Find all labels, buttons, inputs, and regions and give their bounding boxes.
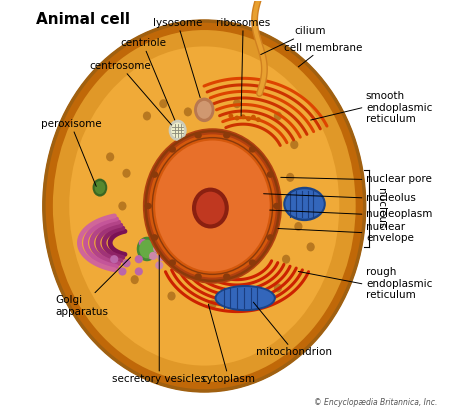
Text: secretory vesicles: secretory vesicles	[112, 255, 206, 384]
Ellipse shape	[95, 181, 105, 194]
Ellipse shape	[151, 171, 158, 178]
Ellipse shape	[235, 115, 239, 120]
Ellipse shape	[53, 30, 356, 382]
Text: nuclear pore: nuclear pore	[366, 174, 432, 185]
Ellipse shape	[169, 260, 176, 266]
Text: © Encyclopædia Britannica, Inc.: © Encyclopædia Britannica, Inc.	[314, 398, 438, 407]
Text: centriole: centriole	[120, 38, 175, 120]
Ellipse shape	[217, 287, 274, 309]
Ellipse shape	[139, 239, 155, 258]
Ellipse shape	[267, 234, 274, 241]
Text: cilium: cilium	[261, 26, 326, 54]
Text: cytoplasm: cytoplasm	[202, 304, 256, 384]
Text: ribosomes: ribosomes	[216, 18, 270, 116]
Ellipse shape	[169, 119, 187, 141]
Text: nucleus: nucleus	[376, 188, 386, 229]
Ellipse shape	[137, 236, 157, 261]
Ellipse shape	[197, 101, 211, 119]
Ellipse shape	[307, 242, 315, 251]
Ellipse shape	[167, 292, 175, 300]
Ellipse shape	[143, 128, 282, 284]
Ellipse shape	[273, 203, 281, 209]
Ellipse shape	[171, 122, 184, 138]
Text: Animal cell: Animal cell	[36, 12, 130, 27]
Ellipse shape	[69, 47, 339, 365]
Ellipse shape	[43, 20, 366, 392]
Text: cell membrane: cell membrane	[284, 42, 362, 67]
Ellipse shape	[131, 275, 139, 284]
Ellipse shape	[106, 250, 114, 260]
Ellipse shape	[155, 140, 270, 272]
Ellipse shape	[256, 117, 261, 122]
Ellipse shape	[249, 260, 256, 266]
Ellipse shape	[118, 201, 127, 211]
Ellipse shape	[274, 283, 282, 293]
Ellipse shape	[122, 259, 131, 267]
Text: nucleoplasm: nucleoplasm	[366, 209, 432, 219]
Text: smooth
endoplasmic
reticulum: smooth endoplasmic reticulum	[366, 91, 432, 124]
Ellipse shape	[139, 239, 147, 247]
Ellipse shape	[228, 114, 233, 118]
Text: nuclear
envelope: nuclear envelope	[366, 222, 414, 243]
Ellipse shape	[290, 140, 299, 149]
Ellipse shape	[285, 189, 324, 219]
Text: mitochondrion: mitochondrion	[254, 302, 332, 357]
Ellipse shape	[233, 99, 241, 108]
Text: rough
endoplasmic
reticulum: rough endoplasmic reticulum	[366, 267, 432, 300]
Ellipse shape	[294, 222, 302, 231]
Text: centrosome: centrosome	[90, 61, 172, 125]
Ellipse shape	[241, 115, 246, 119]
Text: lysosome: lysosome	[153, 18, 202, 98]
Ellipse shape	[161, 239, 170, 247]
Ellipse shape	[92, 178, 107, 197]
Ellipse shape	[249, 146, 256, 152]
Ellipse shape	[251, 115, 256, 119]
Text: nucleolus: nucleolus	[366, 193, 416, 203]
Ellipse shape	[184, 108, 192, 116]
Ellipse shape	[143, 112, 151, 120]
Ellipse shape	[106, 152, 114, 162]
Ellipse shape	[149, 252, 157, 260]
Ellipse shape	[157, 253, 165, 261]
Ellipse shape	[246, 116, 251, 121]
Ellipse shape	[282, 255, 290, 264]
Ellipse shape	[274, 112, 282, 120]
Ellipse shape	[194, 132, 202, 139]
Ellipse shape	[118, 267, 127, 276]
Ellipse shape	[209, 300, 217, 309]
Ellipse shape	[145, 203, 152, 209]
Ellipse shape	[153, 245, 161, 253]
Ellipse shape	[169, 146, 176, 152]
Ellipse shape	[223, 273, 230, 280]
Ellipse shape	[155, 261, 164, 269]
Ellipse shape	[223, 132, 230, 139]
Ellipse shape	[110, 255, 118, 263]
Ellipse shape	[267, 171, 274, 178]
Ellipse shape	[192, 187, 229, 229]
Ellipse shape	[283, 187, 326, 221]
Text: Golgi
apparatus: Golgi apparatus	[55, 257, 131, 317]
Ellipse shape	[286, 173, 294, 182]
Ellipse shape	[135, 267, 143, 276]
Ellipse shape	[151, 234, 158, 241]
Ellipse shape	[98, 222, 106, 231]
Ellipse shape	[254, 292, 262, 300]
Ellipse shape	[215, 285, 276, 311]
Ellipse shape	[147, 251, 155, 259]
Ellipse shape	[159, 99, 167, 108]
Ellipse shape	[135, 255, 143, 263]
Ellipse shape	[196, 192, 225, 225]
Ellipse shape	[194, 273, 202, 280]
Ellipse shape	[194, 98, 215, 122]
Ellipse shape	[122, 169, 131, 178]
Text: peroxisome: peroxisome	[41, 119, 101, 186]
Ellipse shape	[149, 134, 276, 278]
